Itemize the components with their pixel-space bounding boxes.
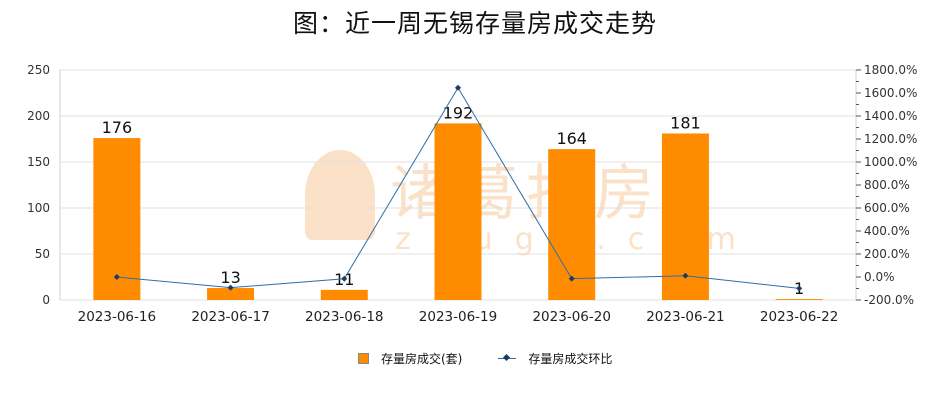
y-right-tick-label: 800.0% — [864, 178, 910, 192]
x-tick-label: 2023-06-18 — [305, 309, 383, 325]
y-right-tick-label: 1000.0% — [864, 155, 917, 169]
line-point — [796, 285, 803, 292]
line-point — [341, 275, 348, 282]
y-right-tick-label: -200.0% — [864, 293, 914, 307]
bar-data-label: 181 — [670, 113, 701, 132]
bar-data-label: 13 — [220, 268, 240, 287]
bar-data-label: 192 — [443, 103, 474, 122]
bar-data-label: 164 — [556, 129, 587, 148]
x-tick-label: 2023-06-19 — [419, 309, 497, 325]
y-right-tick-label: 1200.0% — [864, 132, 917, 146]
bar — [207, 288, 255, 300]
y-right-tick-label: 600.0% — [864, 201, 910, 215]
x-tick-label: 2023-06-16 — [78, 309, 156, 325]
chart-title: 图：近一周无锡存量房成交走势 — [292, 9, 657, 38]
bar — [775, 299, 823, 300]
line-point — [455, 84, 461, 91]
line-point — [227, 284, 234, 291]
line-point — [568, 275, 575, 282]
legend-line-swatch — [498, 358, 517, 359]
x-tick-label: 2023-06-21 — [646, 309, 724, 325]
legend-line-label: 存量房成交环比 — [528, 352, 613, 366]
x-tick-label: 2023-06-22 — [760, 309, 838, 325]
bar — [434, 123, 482, 300]
y-right-tick-label: 400.0% — [864, 224, 910, 238]
y-right-tick-label: 0.0% — [864, 270, 895, 284]
legend-bar-label: 存量房成交(套) — [381, 352, 463, 366]
y-left-tick-label: 50 — [35, 247, 50, 261]
y-left-tick-label: 100 — [27, 201, 50, 215]
x-tick-label: 2023-06-20 — [532, 309, 610, 325]
legend: 存量房成交(套) 存量房成交环比 — [358, 350, 612, 367]
bar — [320, 289, 368, 300]
bar — [93, 138, 141, 300]
legend-bar-swatch — [358, 353, 369, 364]
y-left-tick-label: 200 — [27, 109, 50, 123]
y-right-tick-label: 1800.0% — [864, 63, 917, 77]
y-left-tick-label: 150 — [27, 155, 50, 169]
x-tick-label: 2023-06-17 — [191, 309, 269, 325]
bar — [548, 149, 596, 300]
y-left-tick-label: 250 — [27, 63, 50, 77]
y-right-tick-label: 1400.0% — [864, 109, 917, 123]
line-point — [113, 274, 120, 280]
y-right-tick-label: 200.0% — [864, 247, 910, 261]
bar — [661, 133, 709, 300]
y-left-tick-label: 0 — [42, 293, 50, 307]
y-right-tick-label: 1600.0% — [864, 86, 917, 100]
line-point — [682, 272, 689, 279]
bar-data-label: 176 — [102, 118, 133, 137]
